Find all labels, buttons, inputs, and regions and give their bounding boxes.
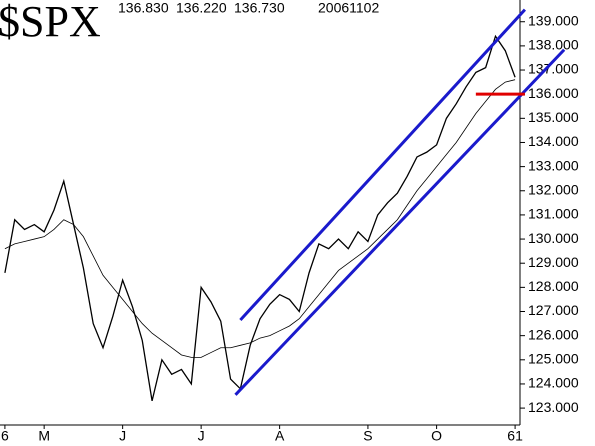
y-tick-label: 136.000 xyxy=(528,85,579,101)
y-tick-label: 138.000 xyxy=(528,37,579,53)
y-tick-label: 134.000 xyxy=(528,133,579,149)
x-tick-label: 6 xyxy=(1,428,9,444)
x-tick-label: J xyxy=(119,428,126,444)
trend-line xyxy=(234,48,566,396)
trend-line xyxy=(239,8,527,321)
date: 20061102 xyxy=(318,0,379,16)
y-tick-label: 126.000 xyxy=(528,326,579,342)
y-tick-label: 135.000 xyxy=(528,109,579,125)
x-tick-label: A xyxy=(275,428,285,444)
y-tick-label: 133.000 xyxy=(528,157,579,173)
x-tick-label: 61 xyxy=(507,428,523,444)
y-tick-label: 123.000 xyxy=(528,399,579,415)
price-line xyxy=(4,79,516,358)
quote: 136.220 xyxy=(176,0,227,16)
y-tick-label: 127.000 xyxy=(528,302,579,318)
x-tick-label: M xyxy=(38,428,50,444)
y-tick-label: 132.000 xyxy=(528,181,579,197)
y-tick-label: 130.000 xyxy=(528,230,579,246)
x-tick-label: O xyxy=(431,428,442,444)
x-tick-label: J xyxy=(198,428,205,444)
y-tick-label: 139.000 xyxy=(528,12,579,28)
y-tick-label: 131.000 xyxy=(528,206,579,222)
y-tick-label: 129.000 xyxy=(528,254,579,270)
price-line xyxy=(4,34,516,402)
quote: 136.830 xyxy=(118,0,169,16)
y-tick-label: 128.000 xyxy=(528,278,579,294)
quote: 136.730 xyxy=(234,0,285,16)
y-tick-label: 125.000 xyxy=(528,351,579,367)
y-tick-label: 124.000 xyxy=(528,375,579,391)
x-tick-label: S xyxy=(363,428,372,444)
chart-title: $SPX xyxy=(0,0,101,46)
